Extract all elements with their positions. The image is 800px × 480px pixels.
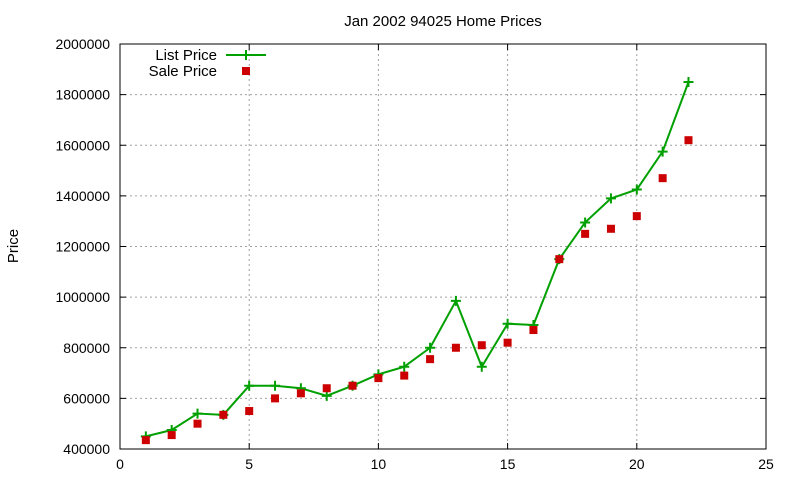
- sale-price-point: [632, 212, 641, 221]
- x-tick-label: 10: [371, 456, 387, 472]
- x-tick-label: 15: [500, 456, 516, 472]
- list-price-point: [657, 146, 668, 157]
- sale-price-point: [555, 255, 564, 264]
- list-price-point: [683, 76, 694, 87]
- sale-price-point: [245, 407, 254, 416]
- y-tick-label: 800000: [63, 340, 110, 356]
- list-price-point: [192, 408, 203, 419]
- y-tick-label: 1800000: [55, 87, 110, 103]
- list-price-point: [321, 390, 332, 401]
- chart-title: Jan 2002 94025 Home Prices: [344, 13, 542, 30]
- x-tick-label: 0: [116, 456, 124, 472]
- y-axis-tick-labels: 400000 600000 800000 1000000 1200000 1400000 1…: [55, 36, 110, 457]
- sale-price-point: [529, 326, 538, 335]
- x-axis-tick-labels: 0 5 10 15 20 25: [116, 456, 774, 472]
- sale-price-point: [322, 384, 331, 393]
- sale-price-point: [426, 355, 435, 364]
- x-tick-label: 25: [758, 456, 774, 472]
- list-price-point: [502, 318, 513, 329]
- legend-marker: [241, 50, 251, 60]
- legend-marker: [242, 67, 250, 75]
- list-price-line: [145, 81, 690, 438]
- sale-price-point: [451, 343, 460, 352]
- y-tick-label: 600000: [63, 390, 110, 406]
- legend-label: List Price: [155, 47, 217, 64]
- list-price-point: [270, 380, 281, 391]
- sale-price-point: [477, 341, 486, 350]
- sale-price-series: [141, 136, 693, 445]
- series-layer: [140, 76, 694, 445]
- sale-price-point: [193, 419, 202, 428]
- sale-price-point: [400, 371, 409, 380]
- x-tick-label: 5: [245, 456, 253, 472]
- list-price-point: [399, 361, 410, 372]
- y-tick-label: 2000000: [55, 36, 110, 52]
- sale-price-point: [374, 374, 383, 383]
- legend-item-list-price: List Price: [155, 47, 266, 64]
- list-price-point: [450, 295, 461, 306]
- y-tick-label: 1200000: [55, 239, 110, 255]
- x-tick-label: 20: [629, 456, 645, 472]
- y-tick-label: 1600000: [55, 137, 110, 153]
- list-price-point: [580, 217, 591, 228]
- legend-item-sale-price: Sale Price: [149, 63, 250, 80]
- list-price-point: [476, 361, 487, 372]
- sale-price-point: [271, 394, 280, 403]
- y-axis-label: Price: [5, 229, 22, 263]
- sale-price-point: [167, 431, 176, 440]
- sale-price-point: [658, 174, 667, 183]
- plot-frame: [119, 43, 767, 450]
- list-price-point: [605, 193, 616, 204]
- sale-price-point: [348, 381, 357, 390]
- sale-price-point: [503, 338, 512, 347]
- sale-price-point: [581, 229, 590, 238]
- sale-price-point: [684, 136, 693, 145]
- legend-label: Sale Price: [149, 63, 217, 80]
- list-price-point: [244, 380, 255, 391]
- y-tick-label: 1000000: [55, 289, 110, 305]
- sale-price-point: [606, 224, 615, 233]
- sale-price-point: [141, 436, 150, 445]
- sale-price-point: [296, 389, 305, 398]
- list-price-point: [631, 184, 642, 195]
- list-price-point: [425, 342, 436, 353]
- y-tick-label: 400000: [63, 441, 110, 457]
- y-tick-label: 1400000: [55, 188, 110, 204]
- sale-price-point: [219, 410, 228, 419]
